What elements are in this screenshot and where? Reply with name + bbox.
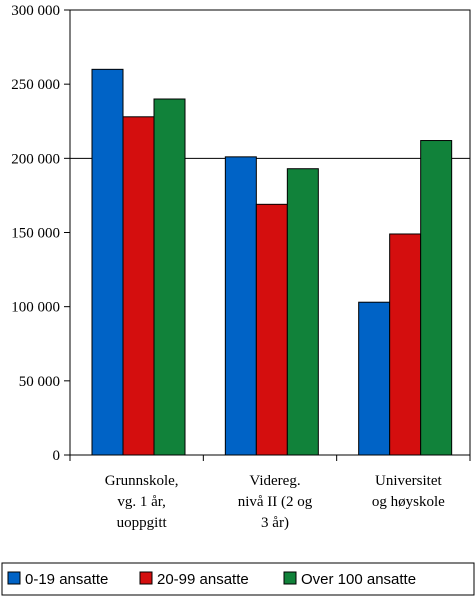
y-tick-label: 50 000: [19, 374, 60, 390]
plot-area: 0 50 000 100 000 150 000 200 000 250 000 300 0…: [11, 3, 471, 531]
bar-0-2: [358, 301, 391, 456]
bar-2-1: [286, 168, 319, 456]
category-label: Universitet og høyskole: [372, 473, 445, 510]
bar-2-2: [420, 140, 453, 456]
category-label-line: nivå II (2 og: [238, 494, 313, 510]
y-tick-label: 100 000: [11, 300, 60, 316]
y-tick-label: 150 000: [11, 226, 60, 242]
legend-label: 0-19 ansatte: [25, 571, 108, 588]
legend-swatch: [283, 571, 297, 585]
category-label-line: Videreg.: [249, 473, 300, 489]
bar-1-2: [389, 233, 422, 456]
category-label-line: Grunnskole,: [105, 473, 179, 489]
y-tick-label: 200 000: [11, 151, 60, 167]
category-label: Grunnskole, vg. 1 år, uoppgitt: [105, 473, 179, 531]
bar-1-1: [255, 203, 288, 456]
bar-0-0: [91, 68, 124, 456]
category-label: Videreg. nivå II (2 og 3 år): [238, 473, 313, 531]
y-tick-label: 300 000: [11, 3, 60, 19]
bar-1-0: [122, 116, 155, 456]
y-tick-label: 0: [53, 448, 61, 464]
bar-0-1: [224, 156, 257, 456]
category-label-line: 3 år): [261, 515, 289, 531]
category-label-line: uoppgitt: [117, 515, 168, 531]
legend: 0-19 ansatte 20-99 ansatte Over 100 ansatt…: [1, 562, 475, 596]
y-tick-label: 250 000: [11, 77, 60, 93]
bar-2-0: [153, 98, 186, 456]
legend-label: 20-99 ansatte: [157, 571, 249, 588]
legend-frame: [1, 562, 475, 596]
category-label-line: vg. 1 år,: [117, 494, 166, 510]
legend-swatch: [7, 571, 21, 585]
category-label-line: Universitet: [375, 473, 442, 489]
category-label-line: og høyskole: [372, 494, 445, 510]
legend-label: Over 100 ansatte: [301, 571, 416, 588]
legend-swatch: [139, 571, 153, 585]
